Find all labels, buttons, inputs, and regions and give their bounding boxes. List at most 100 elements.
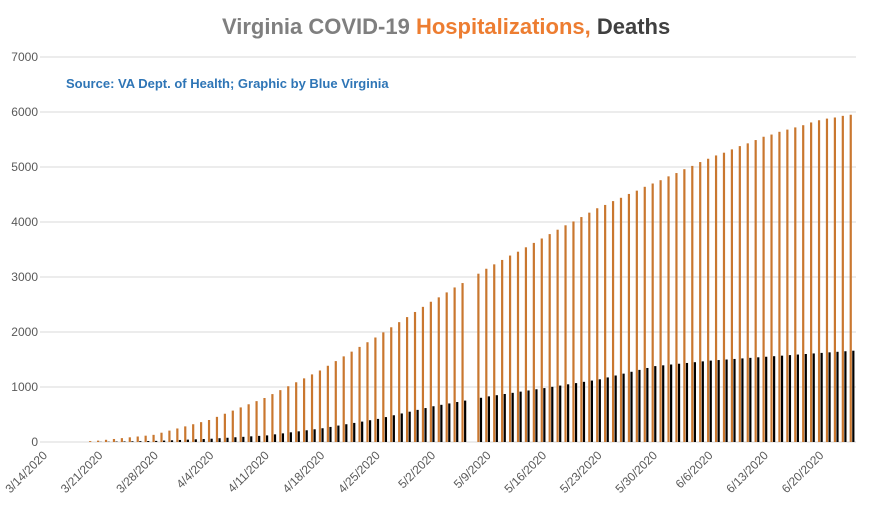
bar — [318, 370, 322, 442]
bar — [493, 264, 496, 442]
bar — [786, 129, 789, 442]
bar — [738, 146, 741, 442]
x-tick-label: 3/21/2020 — [58, 448, 106, 496]
bar — [733, 358, 736, 442]
bar — [604, 204, 607, 442]
bar — [849, 114, 852, 442]
bar — [368, 420, 372, 442]
bar — [773, 356, 776, 442]
bar — [574, 383, 578, 442]
bar — [104, 439, 108, 442]
bar — [453, 287, 456, 442]
x-tick-label: 5/30/2020 — [612, 448, 660, 496]
bar — [551, 386, 554, 442]
bar — [519, 391, 522, 442]
bar — [487, 396, 491, 442]
bar — [392, 415, 395, 442]
y-tick-label: 7000 — [11, 50, 38, 64]
bar — [279, 390, 282, 442]
bar — [448, 403, 451, 442]
bar — [440, 404, 443, 442]
bar — [239, 407, 242, 442]
y-tick-label: 0 — [31, 435, 38, 449]
x-tick-label: 4/11/2020 — [225, 448, 272, 495]
bar — [638, 369, 641, 442]
y-tick-label: 1000 — [11, 380, 38, 394]
bar — [97, 440, 100, 442]
bar — [817, 120, 821, 442]
bar — [136, 436, 139, 442]
bar — [794, 127, 797, 443]
bar — [160, 432, 163, 442]
bar — [841, 115, 844, 442]
bar — [353, 422, 356, 442]
bar — [485, 268, 488, 442]
bar — [693, 362, 696, 442]
bar — [310, 374, 314, 442]
bar — [635, 190, 638, 442]
bar — [263, 398, 266, 442]
bar — [184, 426, 187, 442]
bar — [408, 411, 411, 442]
bar — [606, 377, 609, 442]
bar — [630, 371, 633, 442]
subtitle: Source: VA Dept. of Health; Graphic by B… — [66, 76, 389, 91]
bar — [265, 435, 269, 442]
bar — [131, 441, 134, 442]
bar — [675, 173, 678, 443]
bar — [424, 408, 427, 442]
bar — [464, 400, 467, 442]
bar — [250, 436, 253, 442]
bar — [416, 409, 419, 442]
bar — [155, 440, 158, 442]
bar — [614, 375, 617, 442]
bar — [247, 404, 250, 442]
x-tick-label: 4/25/2020 — [335, 448, 383, 496]
bar — [382, 332, 385, 442]
bar — [281, 433, 285, 442]
bar — [242, 436, 245, 442]
bar — [516, 251, 520, 442]
bar — [178, 439, 182, 442]
bar — [176, 428, 179, 442]
x-tick-label: 4/18/2020 — [280, 448, 328, 496]
bar — [717, 360, 720, 442]
bar — [215, 416, 219, 442]
bar — [326, 365, 329, 442]
x-tick-label: 5/23/2020 — [557, 448, 605, 496]
y-tick-label: 5000 — [11, 160, 38, 174]
bar — [287, 386, 290, 442]
bar — [271, 394, 274, 442]
bar — [194, 439, 197, 442]
bar — [168, 430, 171, 442]
bar — [337, 425, 340, 442]
bar — [677, 363, 681, 442]
bar — [683, 169, 686, 442]
bar — [361, 421, 364, 442]
bar — [836, 351, 839, 442]
bar — [701, 361, 704, 442]
bar — [223, 413, 226, 442]
bar — [691, 165, 694, 442]
bar — [374, 337, 377, 442]
bar — [659, 180, 662, 442]
bar — [810, 122, 813, 442]
bar — [762, 136, 765, 442]
bar — [400, 413, 403, 442]
bar — [588, 212, 591, 442]
bar — [627, 193, 631, 442]
bar — [192, 424, 195, 442]
bar — [289, 432, 292, 442]
y-tick-label: 3000 — [11, 270, 38, 284]
bar — [413, 311, 417, 442]
bar — [398, 322, 401, 442]
bar — [780, 355, 784, 442]
bar — [144, 435, 147, 442]
bar — [540, 238, 543, 442]
bar — [390, 327, 393, 442]
bar — [313, 429, 316, 442]
bar — [646, 367, 649, 442]
bar — [564, 225, 567, 442]
bar — [567, 384, 570, 442]
bar — [572, 221, 575, 442]
